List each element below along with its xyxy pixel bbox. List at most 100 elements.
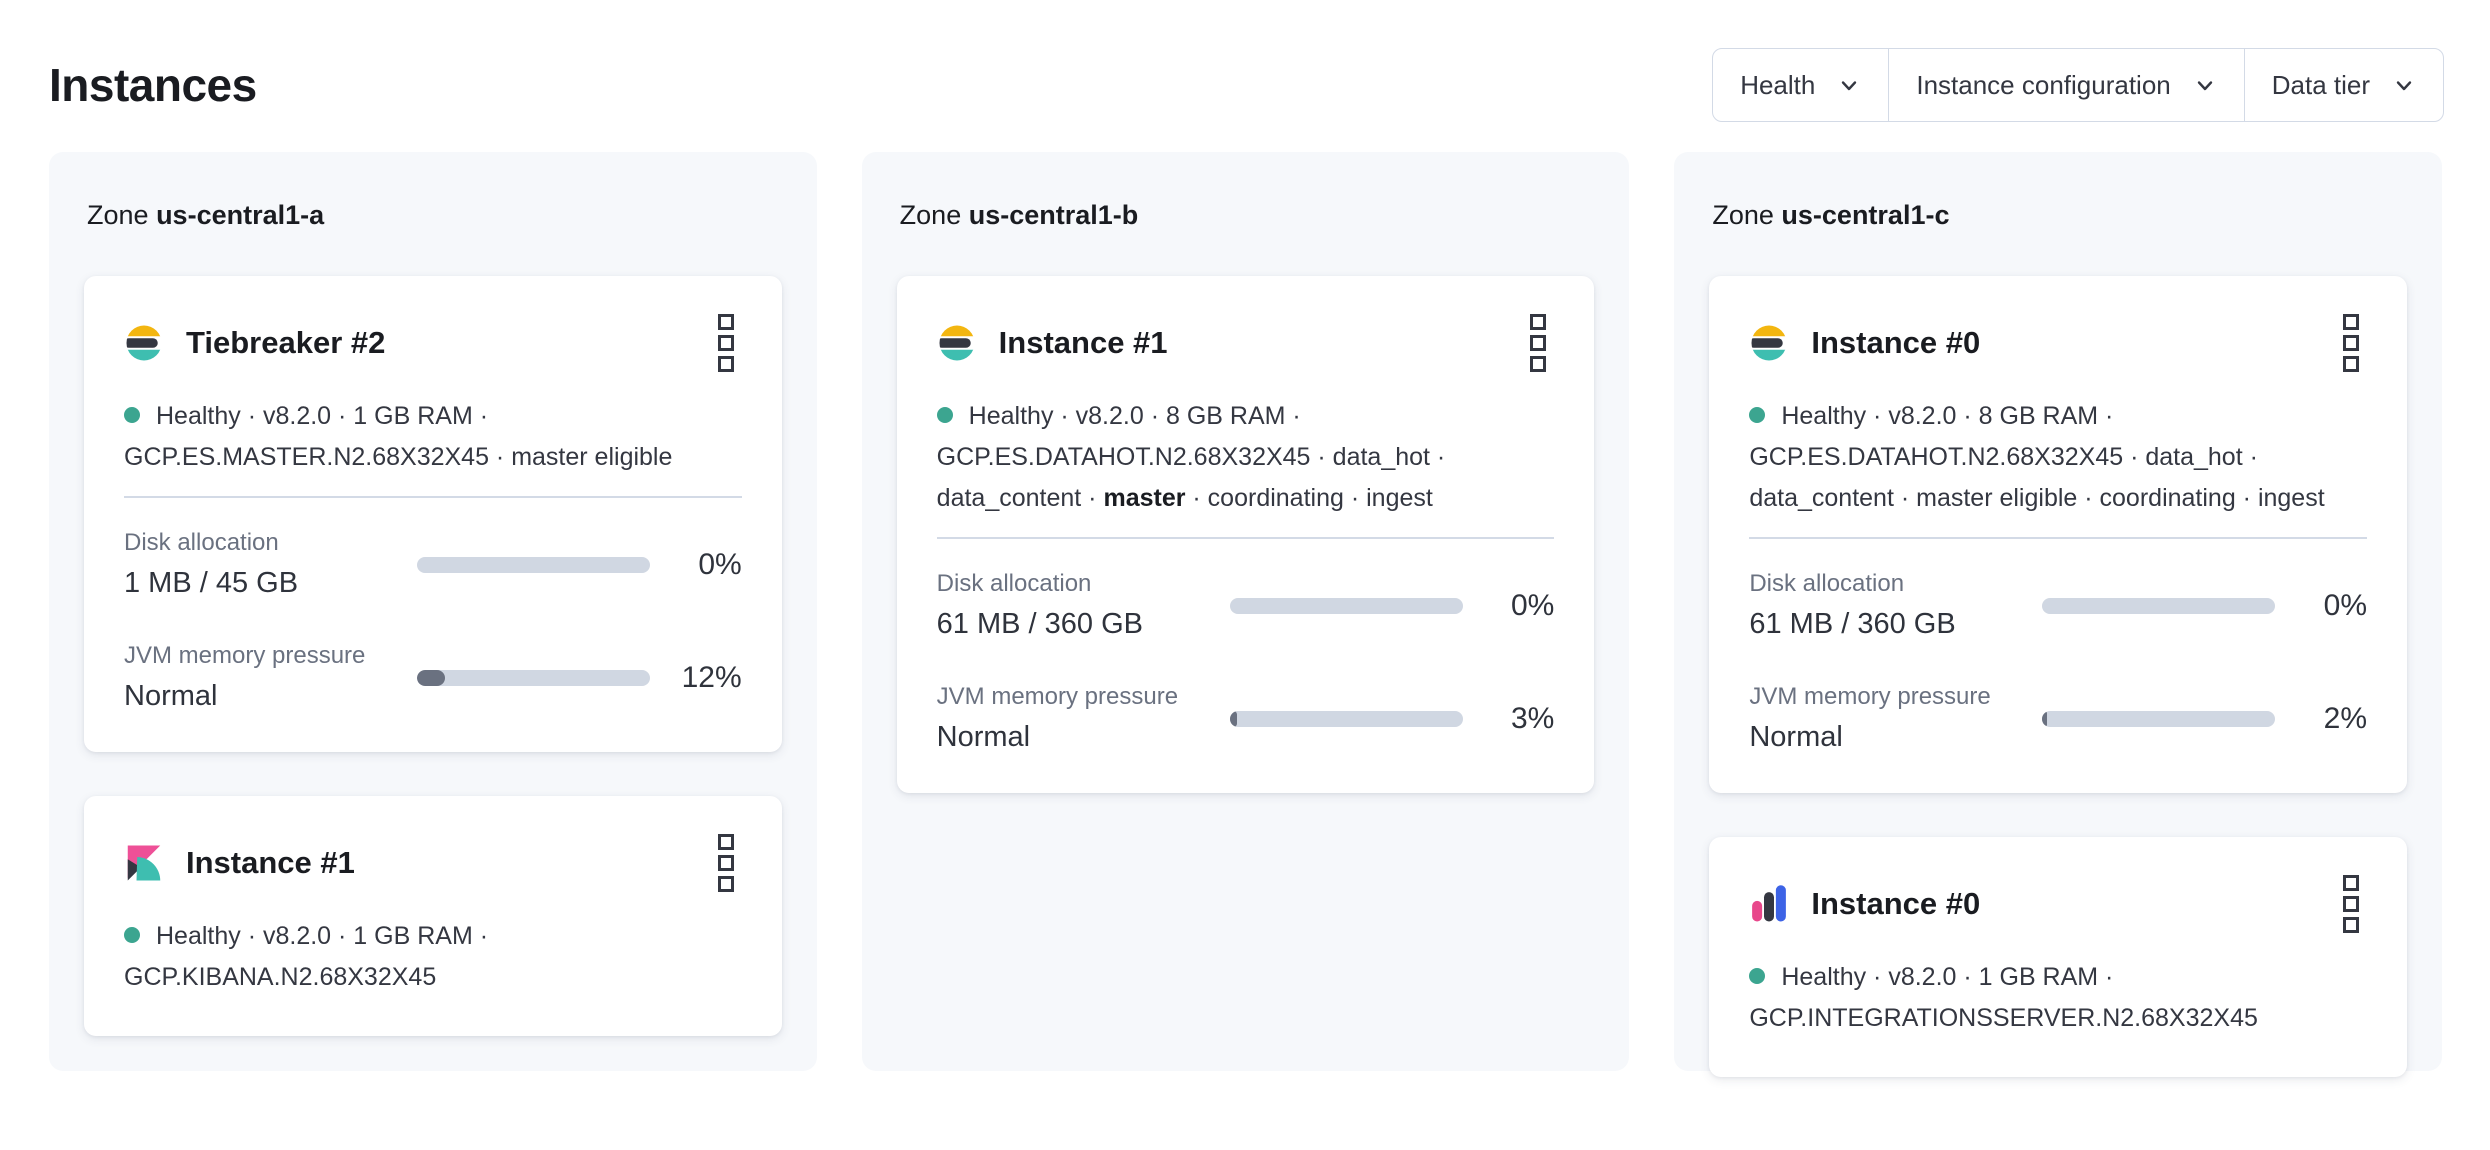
instance-status-line: Healthy · v8.2.0 · 8 GB RAM · <box>936 396 1555 437</box>
jvm-percent: 2% <box>2323 701 2368 735</box>
zone-name: us-central1-c <box>1781 200 1950 230</box>
instance-card: Instance #1 Healthy · v8.2.0 · 8 GB RAM … <box>896 276 1595 793</box>
health-dot-icon <box>1749 968 1766 985</box>
filter-group: Health Instance configuration Data tier <box>1712 48 2444 122</box>
zone-label-prefix: Zone <box>899 200 962 230</box>
disk-allocation-row: Disk allocation 61 MB / 360 GB 0% <box>1749 569 2367 642</box>
instance-status-line: GCP.ES.DATAHOT.N2.68X32X45 · data_hot · <box>936 443 1446 471</box>
instance-card: Instance #0 Healthy · v8.2.0 · 8 GB RAM … <box>1709 276 2408 793</box>
zone-label: Zone us-central1-a <box>87 198 782 232</box>
instance-metrics: Disk allocation 61 MB / 360 GB 0% JVM me… <box>1749 569 2367 755</box>
disk-progress-bar <box>417 556 650 573</box>
instance-status-line: Healthy · v8.2.0 · 8 GB RAM · <box>1749 396 2367 437</box>
chevron-down-icon <box>2392 73 2416 97</box>
instance-status: Healthy · v8.2.0 · 1 GB RAM · GCP.ES.MAS… <box>124 396 742 478</box>
instance-card-header: Tiebreaker #2 <box>124 310 742 376</box>
health-dot-icon <box>936 407 953 424</box>
jvm-pressure-value: Normal <box>1749 721 1843 753</box>
instance-title: Instance #1 <box>186 845 355 880</box>
instance-status: Healthy · v8.2.0 · 8 GB RAM · GCP.ES.DAT… <box>1749 396 2367 519</box>
disk-percent: 0% <box>698 547 742 581</box>
zone-panel-us-central1-b: Zone us-central1-b Instance #1 <box>861 152 1630 1071</box>
jvm-pressure-row: JVM memory pressure Normal 2% <box>1749 682 2367 755</box>
instance-status: Healthy · v8.2.0 · 8 GB RAM · GCP.ES.DAT… <box>936 396 1555 519</box>
health-dot-icon <box>1749 407 1766 424</box>
jvm-progress-bar <box>417 669 650 686</box>
jvm-pressure-label: JVM memory pressure <box>936 683 1179 710</box>
instance-status-line: Healthy · v8.2.0 · 1 GB RAM · <box>124 396 742 437</box>
zone-label-prefix: Zone <box>1712 200 1774 230</box>
instance-title: Instance #0 <box>1811 886 1981 921</box>
instance-status-line: data_content · master · coordinating · i… <box>936 484 1433 512</box>
page-header: Instances Health Instance configuration … <box>49 48 2444 122</box>
jvm-pressure-row: JVM memory pressure Normal 12% <box>124 641 742 714</box>
disk-allocation-row: Disk allocation 61 MB / 360 GB 0% <box>937 569 1555 642</box>
filter-data-tier-label: Data tier <box>2271 69 2370 100</box>
instance-card-header: Instance #0 <box>1749 310 2367 376</box>
instance-status: Healthy · v8.2.0 · 1 GB RAM · GCP.INTEGR… <box>1749 957 2367 1039</box>
instance-card-header: Instance #1 <box>937 310 1555 376</box>
disk-allocation-value: 1 MB / 45 GB <box>124 567 299 599</box>
boxes-vertical-icon <box>717 314 734 372</box>
instance-card-header: Instance #0 <box>1749 871 2367 937</box>
disk-progress-bar <box>1229 597 1463 614</box>
disk-allocation-label: Disk allocation <box>1749 570 1905 597</box>
instance-status-line: Healthy · v8.2.0 · 1 GB RAM · <box>124 916 742 957</box>
zone-name: us-central1-a <box>156 200 325 230</box>
jvm-pressure-value: Normal <box>936 721 1031 753</box>
jvm-pressure-value: Normal <box>124 680 218 712</box>
instance-status: Healthy · v8.2.0 · 1 GB RAM · GCP.KIBANA… <box>124 916 742 998</box>
disk-allocation-row: Disk allocation 1 MB / 45 GB 0% <box>124 528 742 601</box>
instance-title: Tiebreaker #2 <box>186 325 386 360</box>
jvm-percent: 3% <box>1510 701 1555 735</box>
instance-menu-button[interactable] <box>2335 871 2367 937</box>
filter-instance-configuration-button[interactable]: Instance configuration <box>1888 49 2243 121</box>
zone-panel-us-central1-c: Zone us-central1-c Instance #0 <box>1674 152 2443 1077</box>
health-dot-icon <box>124 407 140 424</box>
instance-menu-button[interactable] <box>710 310 742 376</box>
filter-health-button[interactable]: Health <box>1713 49 1888 121</box>
disk-percent: 0% <box>2323 588 2368 622</box>
progress-fill <box>417 669 445 686</box>
zone-label: Zone us-central1-b <box>900 198 1595 232</box>
filter-health-label: Health <box>1740 69 1816 100</box>
boxes-vertical-icon <box>1530 314 1547 372</box>
instance-menu-button[interactable] <box>710 830 742 896</box>
zone-label-prefix: Zone <box>87 200 149 230</box>
jvm-progress-bar <box>2042 710 2276 727</box>
instance-status-line: data_content · master eligible · coordin… <box>1749 484 2325 512</box>
chevron-down-icon <box>1837 73 1861 97</box>
progress-fill <box>2042 710 2047 727</box>
disk-progress-bar <box>2042 597 2276 614</box>
instance-status-line: GCP.KIBANA.N2.68X32X45 <box>124 963 437 991</box>
jvm-pressure-label: JVM memory pressure <box>1749 683 1991 710</box>
boxes-vertical-icon <box>2343 314 2360 372</box>
elasticsearch-logo-icon <box>937 323 977 363</box>
disk-allocation-value: 61 MB / 360 GB <box>936 608 1143 640</box>
card-divider <box>124 496 742 498</box>
instance-status-line: Healthy · v8.2.0 · 1 GB RAM · <box>1749 957 2367 998</box>
instance-status-line: GCP.ES.MASTER.N2.68X32X45 · master eligi… <box>124 443 673 471</box>
zone-panel-us-central1-a: Zone us-central1-a Tiebreaker #2 <box>49 152 817 1071</box>
disk-allocation-label: Disk allocation <box>936 570 1092 597</box>
disk-percent: 0% <box>1510 588 1555 622</box>
disk-allocation-value: 61 MB / 360 GB <box>1749 608 1956 640</box>
instance-metrics: Disk allocation 61 MB / 360 GB 0% JVM me… <box>937 569 1555 755</box>
instance-metrics: Disk allocation 1 MB / 45 GB 0% JVM memo… <box>124 528 742 714</box>
kibana-logo-icon <box>124 843 164 883</box>
health-dot-icon <box>124 927 140 944</box>
chevron-down-icon <box>2193 73 2217 97</box>
instance-menu-button[interactable] <box>2335 310 2367 376</box>
jvm-progress-bar <box>1229 710 1463 727</box>
instance-menu-button[interactable] <box>1522 310 1554 376</box>
integrations-server-logo-icon <box>1749 884 1789 924</box>
filter-data-tier-button[interactable]: Data tier <box>2243 49 2443 121</box>
elasticsearch-logo-icon <box>1749 323 1789 363</box>
jvm-pressure-row: JVM memory pressure Normal 3% <box>937 682 1555 755</box>
instance-card-header: Instance #1 <box>124 830 742 896</box>
progress-fill <box>1229 710 1237 727</box>
jvm-pressure-label: JVM memory pressure <box>124 642 366 669</box>
instance-card: Tiebreaker #2 Healthy · v8.2.0 · 1 GB RA… <box>84 276 782 752</box>
card-divider <box>936 537 1555 539</box>
zone-label: Zone us-central1-c <box>1712 198 2407 232</box>
